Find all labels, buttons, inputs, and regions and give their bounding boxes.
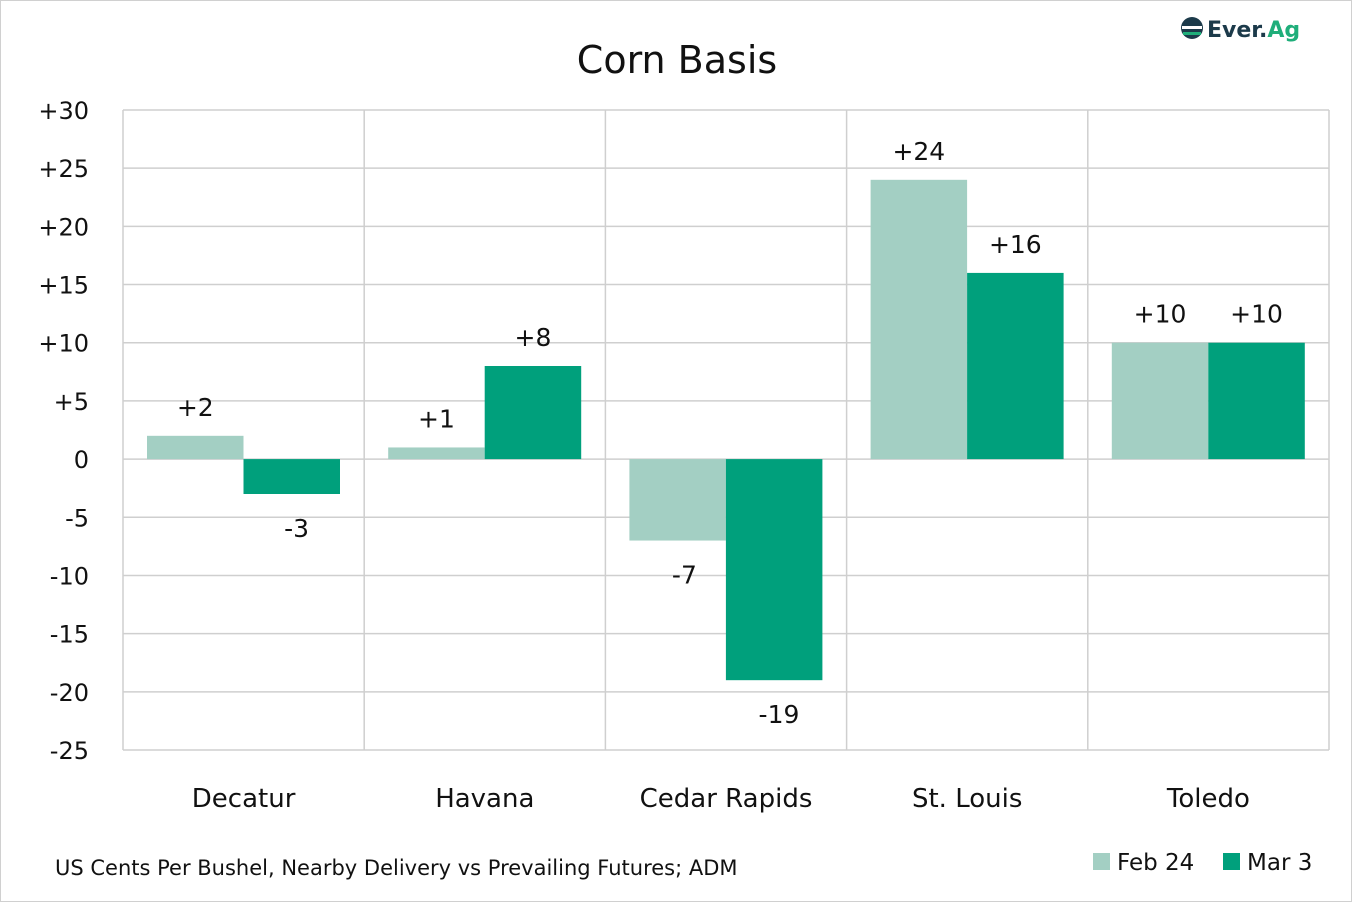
data-label: +2: [177, 393, 214, 422]
bar-mar-3: [725, 459, 823, 681]
chart-title: Corn Basis: [577, 38, 777, 82]
data-label: +16: [989, 230, 1042, 259]
y-tick-label: +15: [38, 272, 89, 300]
logo-text: Ever.Ag: [1207, 18, 1300, 43]
bar-mar-3: [243, 459, 340, 494]
legend-label: Mar 3: [1247, 850, 1312, 876]
y-tick-label: -25: [50, 737, 89, 765]
category-label: Toledo: [1166, 784, 1250, 814]
category-label: Havana: [435, 784, 534, 814]
bar-mar-3: [484, 366, 582, 460]
data-label: -19: [759, 700, 800, 729]
legend-swatch: [1093, 853, 1110, 870]
y-tick-label: +10: [38, 330, 89, 358]
y-tick-label: 0: [74, 446, 89, 474]
y-tick-label: -10: [50, 562, 89, 590]
y-tick-label: +25: [38, 155, 89, 183]
data-label: +1: [418, 404, 455, 433]
data-label: +24: [892, 137, 945, 166]
legend-label: Feb 24: [1117, 850, 1194, 876]
bar-feb-24: [870, 179, 968, 460]
data-label: -7: [672, 561, 697, 590]
category-label: Cedar Rapids: [640, 784, 813, 814]
data-label: +8: [515, 323, 552, 352]
bar-feb-24: [629, 459, 726, 541]
bar-feb-24: [388, 447, 485, 460]
category-label: St. Louis: [912, 784, 1022, 814]
footnote: US Cents Per Bushel, Nearby Delivery vs …: [55, 856, 738, 880]
bar-feb-24: [147, 435, 244, 460]
data-label: -3: [284, 514, 309, 543]
everag-logo: Ever.Ag: [1181, 17, 1300, 43]
data-label: +10: [1230, 300, 1283, 329]
y-tick-label: -15: [50, 621, 89, 649]
bar-mar-3: [1208, 342, 1305, 460]
y-tick-label: -5: [65, 504, 89, 532]
data-label: +10: [1134, 300, 1187, 329]
bar-mar-3: [967, 272, 1064, 460]
bar-feb-24: [1111, 342, 1209, 460]
category-label: Decatur: [192, 784, 296, 814]
y-tick-label: +5: [54, 388, 89, 416]
legend-swatch: [1223, 853, 1240, 870]
y-tick-label: +30: [38, 97, 89, 125]
y-tick-label: +20: [38, 213, 89, 241]
y-tick-label: -20: [50, 679, 89, 707]
